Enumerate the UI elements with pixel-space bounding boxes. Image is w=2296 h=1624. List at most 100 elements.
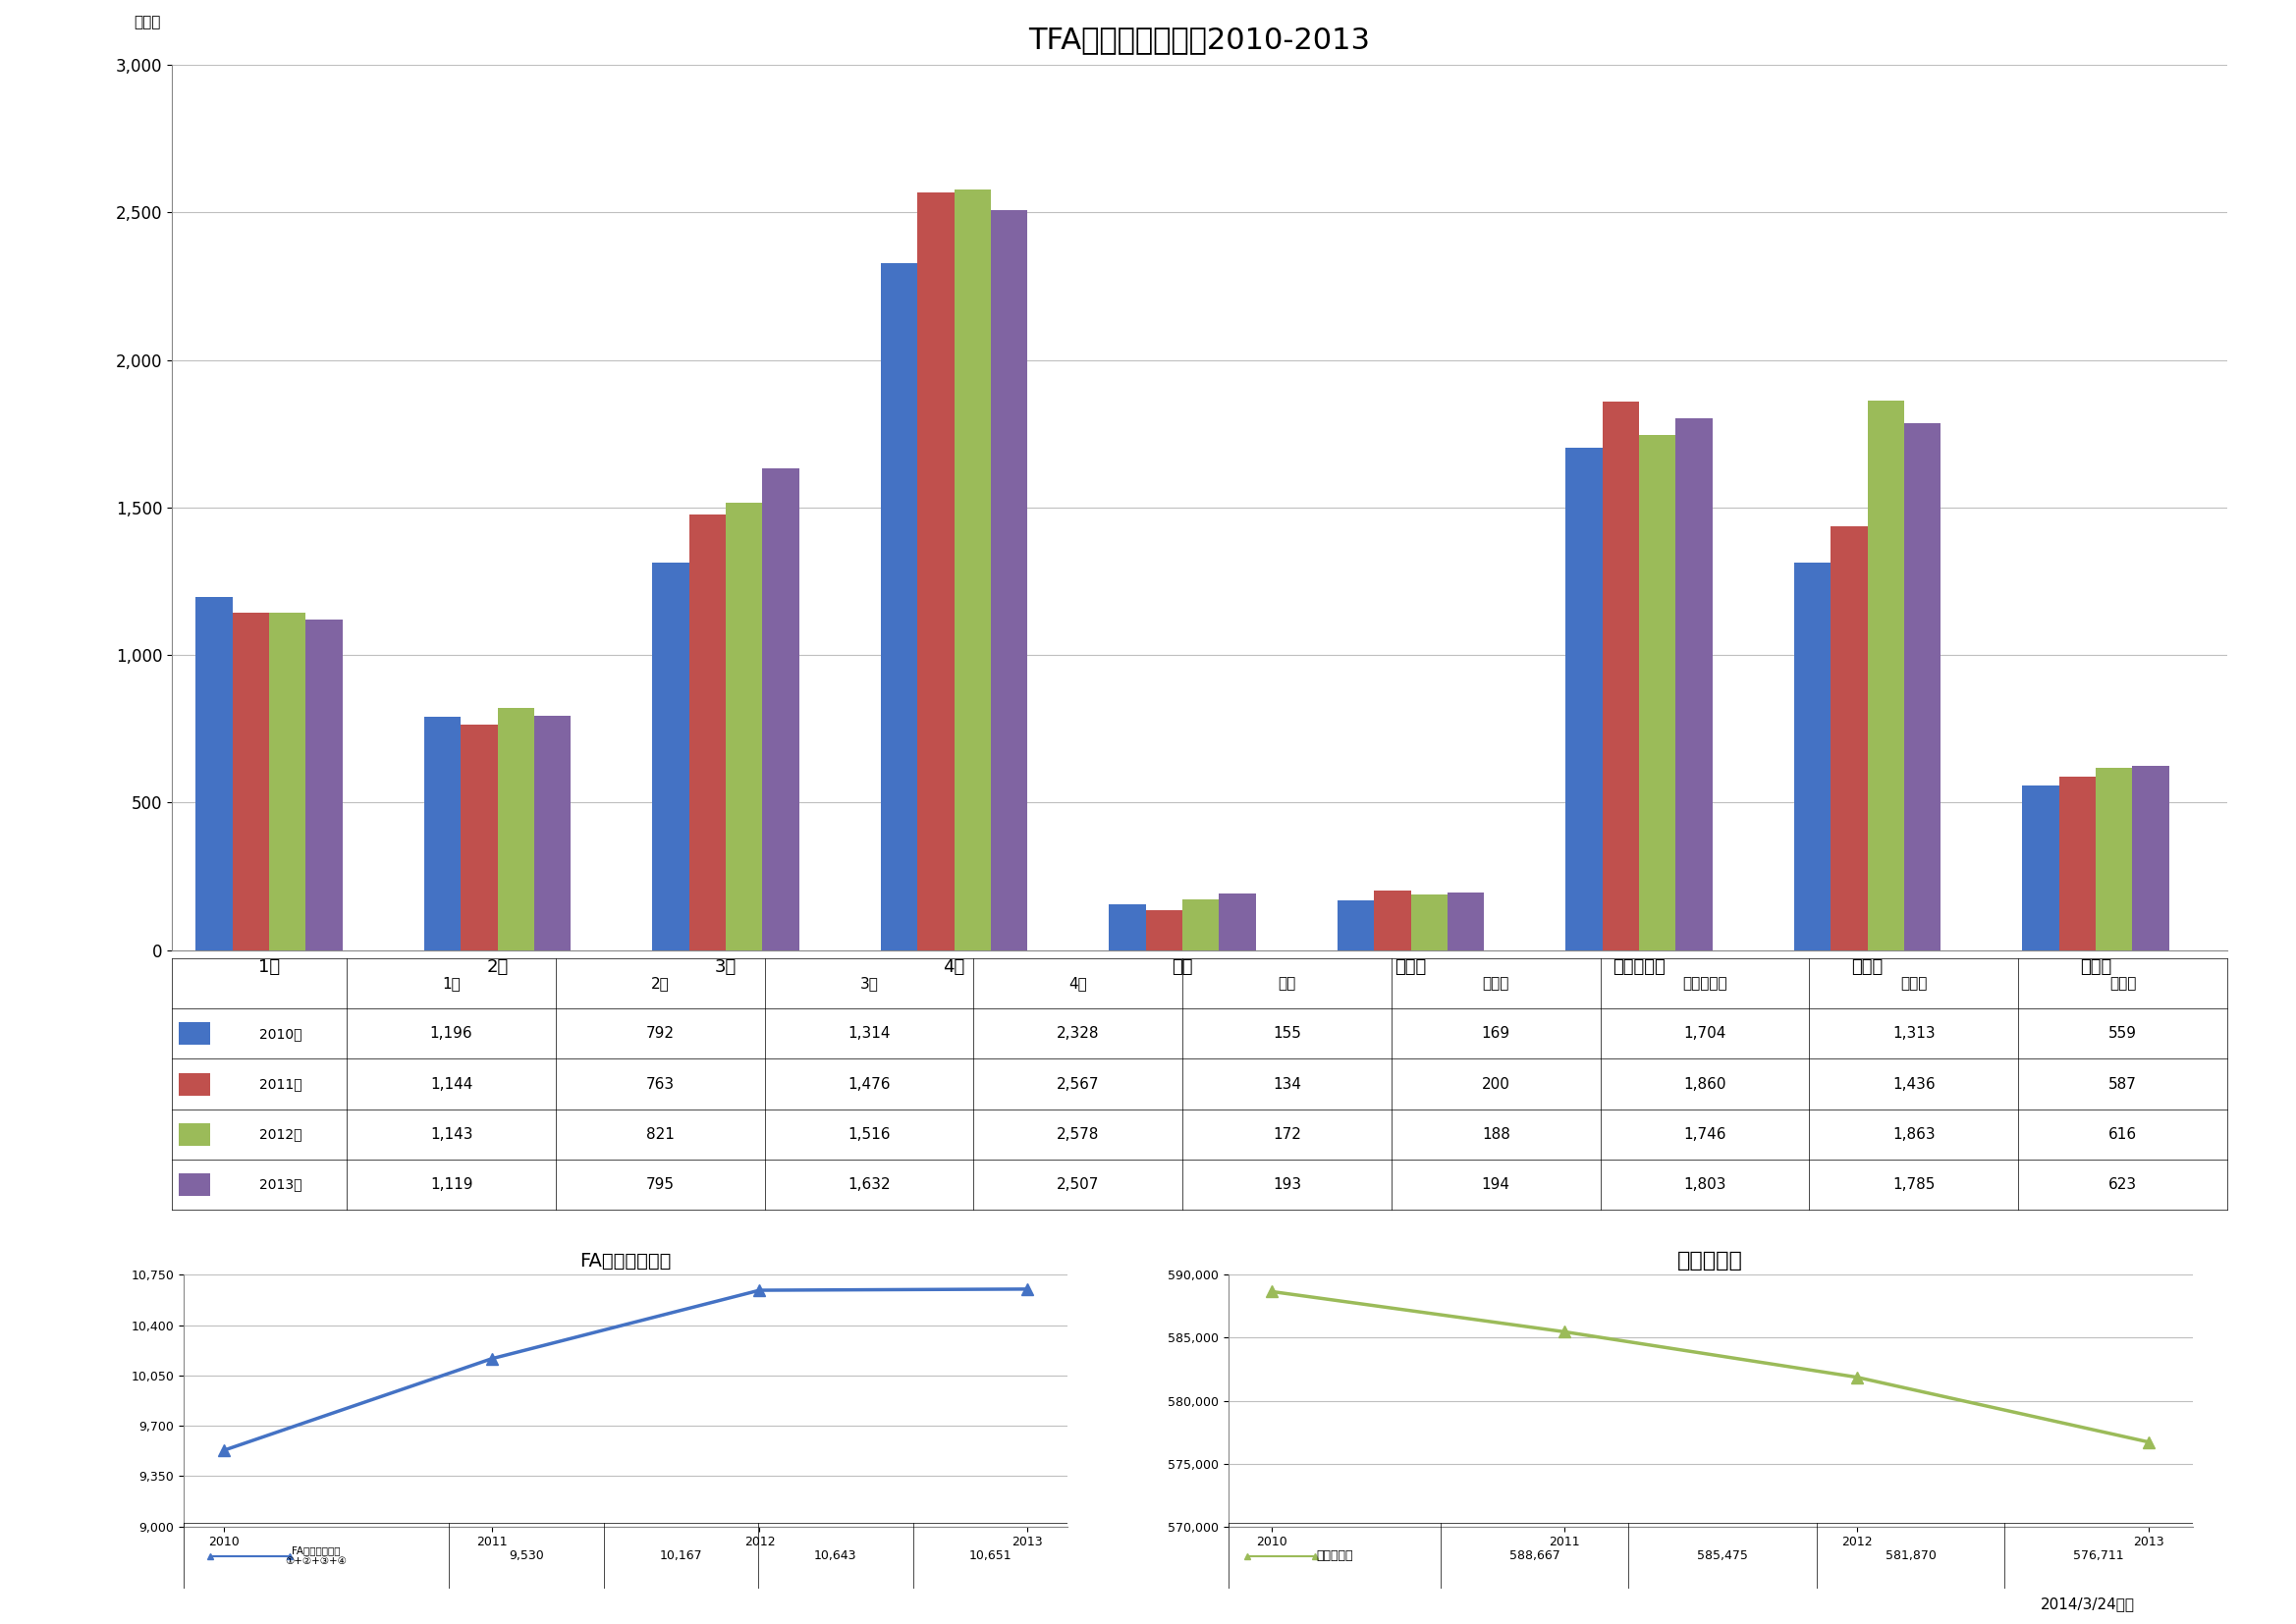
Bar bbox=[1373, 892, 1410, 950]
Text: 795: 795 bbox=[645, 1177, 675, 1192]
Text: 10,167: 10,167 bbox=[659, 1549, 703, 1562]
Text: 172: 172 bbox=[1272, 1127, 1302, 1142]
Bar bbox=[1676, 417, 1713, 950]
Bar bbox=[1603, 401, 1639, 950]
Bar bbox=[726, 503, 762, 950]
Text: 1,746: 1,746 bbox=[1683, 1127, 1727, 1142]
Bar bbox=[2096, 768, 2133, 950]
Bar bbox=[918, 193, 955, 950]
Bar bbox=[195, 598, 232, 950]
Text: 9,530: 9,530 bbox=[510, 1549, 544, 1562]
Text: シニア: シニア bbox=[1483, 976, 1508, 991]
Bar bbox=[179, 1073, 211, 1095]
Bar bbox=[1566, 447, 1603, 950]
Text: 寡判員: 寡判員 bbox=[1901, 976, 1926, 991]
Text: 1,863: 1,863 bbox=[1892, 1127, 1936, 1142]
Bar bbox=[2023, 784, 2060, 950]
Bar bbox=[652, 562, 689, 950]
Text: 1,143: 1,143 bbox=[429, 1127, 473, 1142]
Text: 1,785: 1,785 bbox=[1892, 1177, 1936, 1192]
Text: 155: 155 bbox=[1272, 1026, 1302, 1041]
Text: 821: 821 bbox=[645, 1127, 675, 1142]
Text: 1,436: 1,436 bbox=[1892, 1077, 1936, 1091]
Bar bbox=[1867, 401, 1903, 950]
Bar bbox=[1219, 893, 1256, 950]
Title: 鳥取県人口: 鳥取県人口 bbox=[1678, 1250, 1743, 1270]
Bar bbox=[305, 620, 342, 950]
Text: 559: 559 bbox=[2108, 1026, 2138, 1041]
Text: 2,567: 2,567 bbox=[1056, 1077, 1100, 1091]
Bar bbox=[535, 716, 572, 950]
Bar bbox=[955, 190, 990, 950]
Bar bbox=[990, 211, 1026, 950]
Text: 1,632: 1,632 bbox=[847, 1177, 891, 1192]
Text: 763: 763 bbox=[645, 1077, 675, 1091]
Text: 4種: 4種 bbox=[1070, 976, 1088, 991]
Bar bbox=[882, 263, 918, 950]
Text: 623: 623 bbox=[2108, 1177, 2138, 1192]
Bar bbox=[1903, 424, 1940, 950]
Bar bbox=[762, 469, 799, 950]
Text: 193: 193 bbox=[1272, 1177, 1302, 1192]
Text: 2,507: 2,507 bbox=[1056, 1177, 1100, 1192]
Bar bbox=[1339, 900, 1373, 950]
Bar bbox=[1410, 895, 1446, 950]
Text: 1,803: 1,803 bbox=[1683, 1177, 1727, 1192]
Text: 3種: 3種 bbox=[861, 976, 879, 991]
Text: 指導者: 指導者 bbox=[2110, 976, 2135, 991]
Text: 587: 587 bbox=[2108, 1077, 2138, 1091]
Bar bbox=[1639, 435, 1676, 950]
Text: 2013年: 2013年 bbox=[259, 1177, 301, 1192]
Text: 194: 194 bbox=[1481, 1177, 1511, 1192]
Text: FAファミリー数
①+②+③+④: FAファミリー数 ①+②+③+④ bbox=[285, 1544, 347, 1567]
Text: 169: 169 bbox=[1481, 1026, 1511, 1041]
Bar bbox=[179, 1124, 211, 1145]
Text: 588,667: 588,667 bbox=[1508, 1549, 1559, 1562]
Text: 576,711: 576,711 bbox=[2073, 1549, 2124, 1562]
Text: 2種: 2種 bbox=[652, 976, 670, 991]
Text: 2010年: 2010年 bbox=[259, 1026, 301, 1041]
Text: 女子: 女子 bbox=[1279, 976, 1295, 991]
Text: 1,516: 1,516 bbox=[847, 1127, 891, 1142]
Bar bbox=[232, 612, 269, 950]
Text: 1,119: 1,119 bbox=[429, 1177, 473, 1192]
Text: 鳥取県人口: 鳥取県人口 bbox=[1316, 1549, 1352, 1562]
Bar bbox=[1830, 526, 1867, 950]
Text: 1,476: 1,476 bbox=[847, 1077, 891, 1091]
Text: 2,578: 2,578 bbox=[1056, 1127, 1100, 1142]
Bar bbox=[2060, 776, 2096, 950]
Text: 1,313: 1,313 bbox=[1892, 1026, 1936, 1041]
Bar bbox=[1446, 893, 1483, 950]
Text: 10,643: 10,643 bbox=[815, 1549, 856, 1562]
Y-axis label: 登録数: 登録数 bbox=[133, 15, 161, 29]
Text: 616: 616 bbox=[2108, 1127, 2138, 1142]
Bar bbox=[1146, 911, 1182, 950]
Bar bbox=[2133, 767, 2170, 950]
Bar bbox=[1793, 562, 1830, 950]
Text: フットサル: フットサル bbox=[1683, 976, 1727, 991]
Bar bbox=[269, 612, 305, 950]
Text: 1種: 1種 bbox=[443, 976, 461, 991]
Text: 2011年: 2011年 bbox=[259, 1077, 301, 1091]
Text: 134: 134 bbox=[1272, 1077, 1302, 1091]
Bar bbox=[425, 716, 461, 950]
Title: TFA　登録数推移　2010-2013: TFA 登録数推移 2010-2013 bbox=[1029, 26, 1371, 55]
Bar bbox=[1109, 905, 1146, 950]
Text: 10,651: 10,651 bbox=[969, 1549, 1013, 1562]
Text: 581,870: 581,870 bbox=[1885, 1549, 1936, 1562]
Text: 200: 200 bbox=[1481, 1077, 1511, 1091]
Text: 585,475: 585,475 bbox=[1697, 1549, 1747, 1562]
Bar bbox=[179, 1023, 211, 1044]
Bar bbox=[689, 515, 726, 950]
Text: 1,860: 1,860 bbox=[1683, 1077, 1727, 1091]
Text: 1,704: 1,704 bbox=[1683, 1026, 1727, 1041]
Text: 2012年: 2012年 bbox=[259, 1127, 301, 1142]
Text: 2,328: 2,328 bbox=[1056, 1026, 1100, 1041]
Text: 1,196: 1,196 bbox=[429, 1026, 473, 1041]
Text: 792: 792 bbox=[645, 1026, 675, 1041]
Bar bbox=[1182, 900, 1219, 950]
Text: 188: 188 bbox=[1481, 1127, 1511, 1142]
Text: 2014/3/24現在: 2014/3/24現在 bbox=[2041, 1596, 2135, 1611]
Title: FAファミリー数: FAファミリー数 bbox=[581, 1252, 670, 1270]
Text: 1,314: 1,314 bbox=[847, 1026, 891, 1041]
